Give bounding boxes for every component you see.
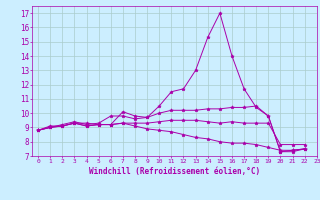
X-axis label: Windchill (Refroidissement éolien,°C): Windchill (Refroidissement éolien,°C) (89, 167, 260, 176)
